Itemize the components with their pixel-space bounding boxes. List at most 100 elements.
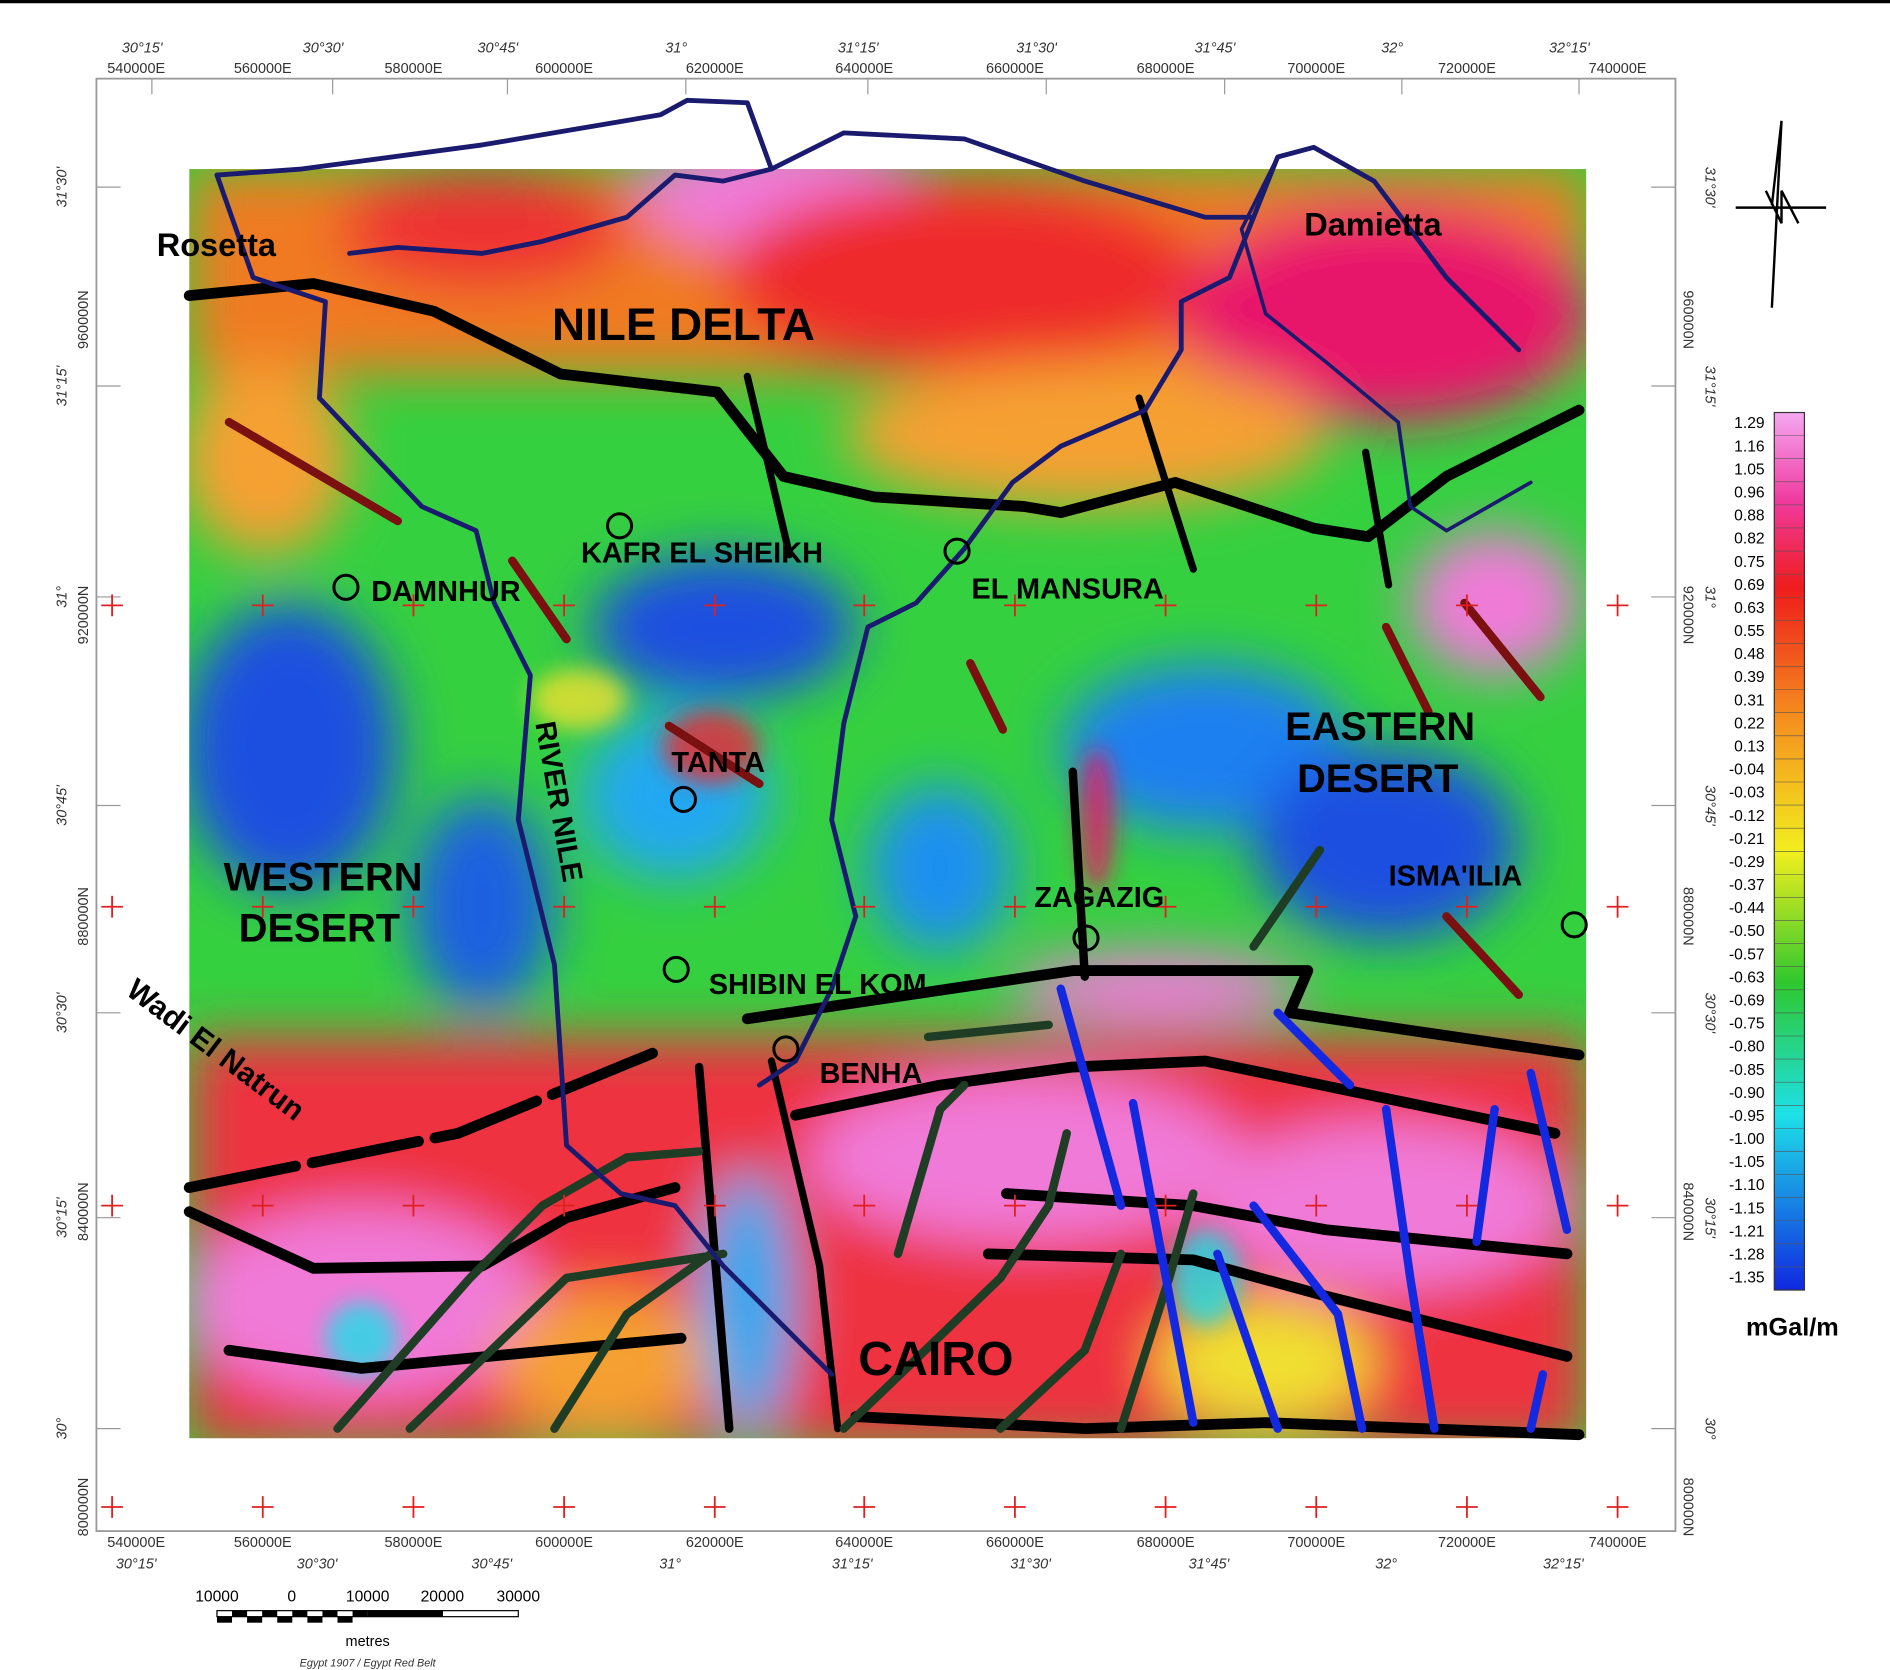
legend-label: -0.03 xyxy=(1729,785,1765,802)
place-label: KAFR EL SHEIKH xyxy=(581,537,823,569)
scale-segment xyxy=(322,1610,338,1617)
bottom-easting-label: 740000E xyxy=(1589,1535,1647,1551)
grid-cross xyxy=(251,594,274,617)
bottom-longitude-label: 30°45' xyxy=(471,1557,513,1573)
place-label: NILE DELTA xyxy=(552,299,815,350)
legend-label: 0.22 xyxy=(1734,715,1764,732)
legend-label: 0.88 xyxy=(1734,508,1765,525)
right-northing-label: 800000N xyxy=(1680,1478,1696,1537)
grid-cross xyxy=(853,895,876,918)
grid-cross xyxy=(402,895,425,918)
grid-cross xyxy=(553,895,575,918)
top-longitude-label: 31° xyxy=(665,40,687,56)
projection-note: Egypt 1907 / Egypt Red Belt xyxy=(300,1658,437,1670)
grid-cross xyxy=(853,1194,876,1217)
right-latitude-label: 31°30' xyxy=(1701,167,1717,209)
legend-label: 1.05 xyxy=(1734,461,1765,478)
scale-segment xyxy=(277,1616,293,1623)
scale-segment xyxy=(216,1616,233,1623)
grid-cross xyxy=(101,1194,123,1217)
scale-segment xyxy=(307,1616,323,1623)
scale-label: 30000 xyxy=(497,1589,541,1606)
place-label: SHIBIN EL KOM xyxy=(709,969,927,1001)
legend-label: 0.82 xyxy=(1734,531,1764,548)
grid-cross xyxy=(1606,895,1629,918)
legend-label: -0.57 xyxy=(1729,946,1765,963)
legend-label: 1.16 xyxy=(1734,438,1765,455)
top-longitude-label: 31°30' xyxy=(1016,40,1058,56)
right-latitude-label: 30°30' xyxy=(1701,992,1717,1034)
scale-segment xyxy=(352,1610,368,1617)
right-latitude-label: 30°15' xyxy=(1701,1197,1717,1239)
grid-cross xyxy=(1004,895,1026,918)
legend-label: 0.39 xyxy=(1734,669,1764,686)
grid-cross xyxy=(1606,594,1629,617)
place-label: ISMA'ILIA xyxy=(1389,860,1523,892)
top-easting-label: 640000E xyxy=(835,61,893,77)
legend-label: 0.75 xyxy=(1734,554,1765,571)
bottom-longitude-label: 31°30' xyxy=(1010,1557,1052,1573)
grid-cross xyxy=(1456,594,1478,617)
grid-cross xyxy=(703,594,726,617)
legend-label: -0.04 xyxy=(1729,762,1765,779)
left-northing-label: 920000N xyxy=(76,586,92,645)
grid-cross xyxy=(101,594,123,617)
legend-label: -0.63 xyxy=(1729,969,1765,986)
bottom-easting-label: 600000E xyxy=(535,1535,593,1551)
place-label: BENHA xyxy=(820,1058,923,1090)
place-label: TANTA xyxy=(671,747,765,779)
grid-cross xyxy=(1305,594,1328,617)
grid-cross xyxy=(101,1496,123,1518)
bottom-easting-label: 580000E xyxy=(385,1535,443,1551)
grid-cross xyxy=(402,1194,425,1217)
grid-cross xyxy=(703,1496,726,1518)
place-label: EL MANSURA xyxy=(972,574,1164,606)
legend-label: 0.13 xyxy=(1734,738,1765,755)
top-longitude-label: 32° xyxy=(1381,40,1403,56)
scale-label: 20000 xyxy=(421,1589,465,1606)
grid-cross xyxy=(251,1496,274,1518)
scale-unit: metres xyxy=(346,1634,390,1650)
place-label: Damietta xyxy=(1304,206,1442,242)
legend-label: -0.21 xyxy=(1729,831,1765,848)
place-label: DESERT xyxy=(239,906,400,950)
legend-label: -1.00 xyxy=(1729,1131,1765,1148)
legend-label: 0.63 xyxy=(1734,600,1765,617)
grid-cross xyxy=(402,1496,425,1518)
grid-cross xyxy=(1154,1496,1177,1518)
bottom-easting-label: 700000E xyxy=(1287,1535,1345,1551)
legend-label: -0.44 xyxy=(1729,900,1765,917)
grid-cross xyxy=(703,1194,726,1217)
bottom-longitude-label: 31°15' xyxy=(832,1557,874,1573)
grid-cross xyxy=(853,594,876,617)
grid-cross xyxy=(553,594,575,617)
place-label: EASTERN xyxy=(1285,705,1475,749)
scale-segment xyxy=(337,1616,353,1623)
scale-segment xyxy=(292,1610,308,1617)
place-label: WESTERN xyxy=(224,856,423,900)
structures xyxy=(183,97,1588,1441)
legend-label: -0.69 xyxy=(1729,993,1765,1010)
top-easting-label: 680000E xyxy=(1137,61,1195,77)
right-northing-label: 960000N xyxy=(1680,290,1696,349)
bottom-longitude-label: 31° xyxy=(659,1557,681,1573)
grid-cross xyxy=(1606,1194,1629,1217)
legend-label: 0.48 xyxy=(1734,646,1765,663)
bottom-easting-label: 680000E xyxy=(1137,1535,1195,1551)
place-label: CAIRO xyxy=(858,1332,1013,1386)
legend-label: 0.69 xyxy=(1734,577,1764,594)
grid-cross xyxy=(553,1194,575,1217)
left-northing-label: 880000N xyxy=(76,887,92,946)
right-latitude-label: 31° xyxy=(1701,586,1717,608)
right-northing-label: 840000N xyxy=(1680,1182,1696,1241)
grid-cross xyxy=(1154,594,1177,617)
legend-label: -1.15 xyxy=(1729,1200,1765,1217)
top-easting-label: 540000E xyxy=(107,61,165,77)
top-easting-label: 580000E xyxy=(385,61,443,77)
left-latitude-label: 30°45' xyxy=(54,784,70,826)
bottom-longitude-label: 32° xyxy=(1375,1557,1397,1573)
grid-cross xyxy=(1004,1496,1026,1518)
left-latitude-label: 31°30' xyxy=(54,166,70,208)
grid-cross xyxy=(251,1194,274,1217)
